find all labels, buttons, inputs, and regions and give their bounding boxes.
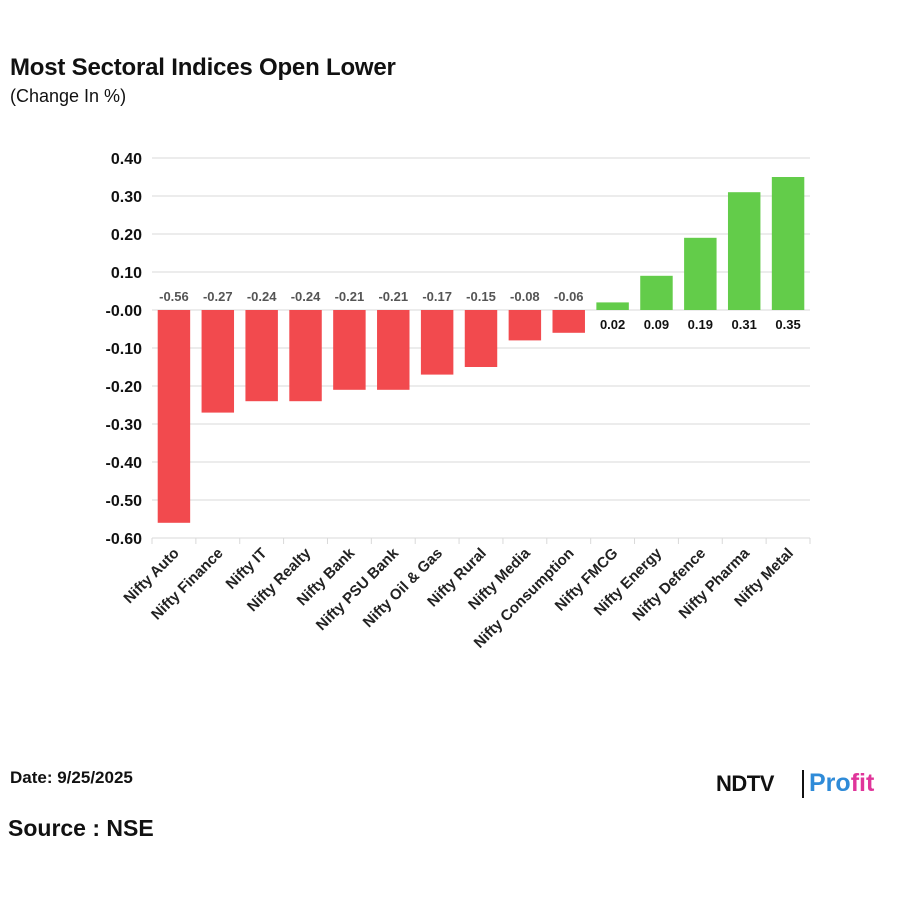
data-label: -0.15	[466, 289, 496, 304]
bar	[508, 310, 542, 341]
data-label: 0.35	[775, 317, 800, 332]
y-tick-label: -0.20	[106, 379, 143, 396]
bar	[464, 310, 498, 367]
data-label: 0.31	[732, 317, 757, 332]
y-tick-label: -0.60	[106, 531, 143, 548]
bar	[245, 310, 278, 402]
data-label: 0.09	[644, 317, 669, 332]
y-tick-label: 0.30	[111, 189, 142, 206]
data-label: -0.17	[422, 289, 452, 304]
data-label: -0.24	[247, 289, 277, 304]
chart-subtitle: (Change In %)	[10, 86, 127, 106]
logo-profit-text: Profit	[809, 769, 874, 798]
logo-divider	[802, 770, 804, 798]
logo-profit-blue: Pro	[809, 769, 851, 797]
data-label: 0.19	[688, 317, 713, 332]
logo-profit-pink: fit	[850, 769, 875, 797]
data-label: -0.56	[159, 289, 189, 304]
bar	[771, 177, 805, 310]
bar	[420, 310, 454, 375]
bar	[596, 302, 629, 310]
date-label: Date: 9/25/2025	[10, 768, 133, 787]
source-label: Source : NSE	[8, 815, 154, 841]
data-label: -0.27	[203, 289, 233, 304]
y-tick-label: 0.20	[111, 227, 142, 244]
data-label: -0.24	[291, 289, 321, 304]
bar	[289, 310, 322, 402]
y-tick-label: -0.10	[106, 341, 143, 358]
y-tick-label: -0.50	[106, 493, 143, 510]
bar	[157, 310, 191, 523]
bar	[377, 310, 410, 390]
y-tick-label: 0.10	[111, 265, 142, 282]
bar	[640, 275, 673, 310]
bar	[552, 310, 585, 333]
y-tick-label: -0.40	[106, 455, 143, 472]
x-tick-label: Nifty Oil & Gas	[360, 545, 446, 631]
bar	[333, 310, 366, 390]
y-tick-label: -0.00	[106, 303, 143, 320]
logo-ndtv-text: NDTV	[716, 771, 774, 796]
data-label: 0.02	[600, 317, 625, 332]
bar	[727, 192, 761, 310]
bar	[684, 237, 717, 310]
bar	[201, 310, 235, 413]
chart-title: Most Sectoral Indices Open Lower	[10, 54, 396, 81]
data-label: -0.06	[554, 289, 584, 304]
ndtv-profit-logo: NDTV Profit	[716, 768, 896, 800]
data-label: -0.21	[335, 289, 365, 304]
data-label: -0.21	[378, 289, 408, 304]
y-tick-label: -0.30	[106, 417, 143, 434]
data-label: -0.08	[510, 289, 540, 304]
y-tick-label: 0.40	[111, 151, 142, 168]
